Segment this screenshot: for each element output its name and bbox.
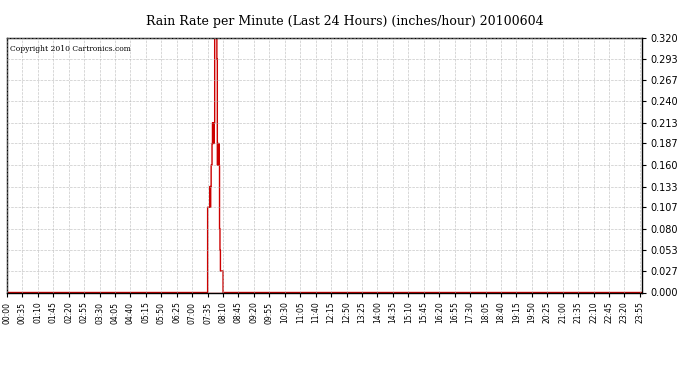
Text: Rain Rate per Minute (Last 24 Hours) (inches/hour) 20100604: Rain Rate per Minute (Last 24 Hours) (in…: [146, 15, 544, 28]
Text: Copyright 2010 Cartronics.com: Copyright 2010 Cartronics.com: [10, 45, 131, 53]
